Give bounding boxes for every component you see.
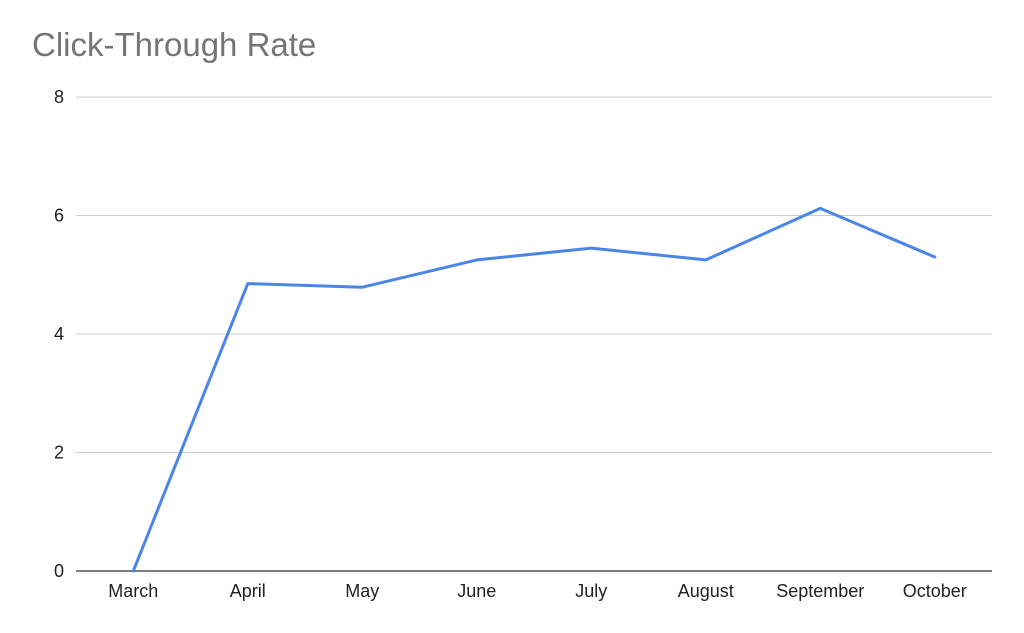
x-tick-label: September	[776, 581, 864, 601]
x-tick-label: April	[230, 581, 266, 601]
data-point-march[interactable]	[127, 565, 139, 577]
y-tick-label: 2	[54, 443, 64, 463]
x-tick-label: August	[678, 581, 734, 601]
x-tick-label: July	[575, 581, 607, 601]
y-tick-label: 8	[54, 87, 64, 107]
y-tick-label: 4	[54, 324, 64, 344]
x-tick-label: June	[457, 581, 496, 601]
data-point-may[interactable]	[356, 281, 368, 293]
series-layer	[131, 206, 937, 573]
data-point-july[interactable]	[585, 242, 597, 254]
y-tick-label: 0	[54, 561, 64, 581]
x-tick-label: May	[345, 581, 379, 601]
x-tick-label: March	[108, 581, 158, 601]
data-point-october[interactable]	[929, 251, 941, 263]
data-points	[127, 202, 941, 577]
gridlines	[76, 96, 992, 572]
y-tick-label: 6	[54, 206, 64, 226]
x-axis-tick-labels: March April May June July August September Octo…	[108, 581, 967, 601]
x-tick-label: October	[903, 581, 967, 601]
data-point-april[interactable]	[242, 278, 254, 290]
data-point-august[interactable]	[700, 254, 712, 266]
series-line	[131, 206, 937, 573]
chart-title: Click-Through Rate	[32, 26, 317, 63]
y-axis-tick-labels: 0 2 4 6 8	[54, 87, 64, 581]
data-point-june[interactable]	[471, 254, 483, 266]
data-point-september[interactable]	[814, 202, 826, 214]
